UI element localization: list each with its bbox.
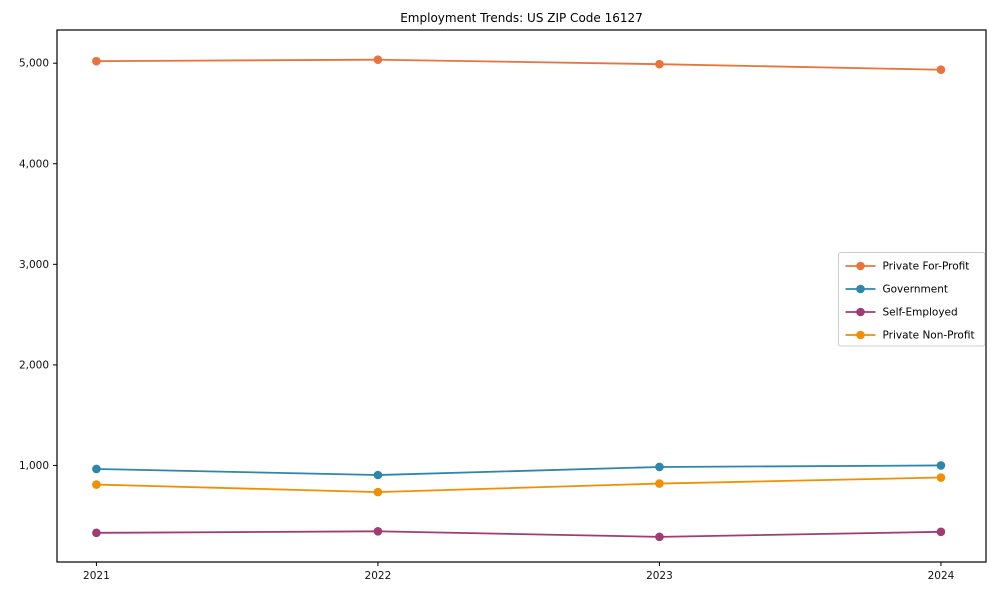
data-point-private-for-profit [373, 55, 383, 64]
series-line-self-employed [96, 530, 941, 538]
series-line-private-non-profit [96, 476, 941, 494]
data-point-self-employed [936, 527, 946, 537]
data-point-government [373, 470, 383, 480]
y-tick-label: 4,000 [19, 158, 49, 170]
y-tick-label: 2,000 [19, 359, 49, 371]
legend-label-private-for-profit: Private For-Profit [883, 261, 970, 273]
data-point-government [936, 461, 946, 470]
legend-marker-self-employed [856, 307, 865, 317]
legend-label-government: Government [883, 284, 948, 296]
x-tick-label: 2024 [928, 570, 955, 582]
data-point-private-for-profit [936, 65, 946, 75]
y-tick-label: 5,000 [19, 58, 49, 70]
data-point-private-for-profit [655, 59, 664, 69]
data-point-self-employed [92, 528, 101, 538]
data-point-government [655, 462, 664, 472]
x-tick-label: 2022 [365, 570, 392, 582]
data-point-private-for-profit [92, 56, 101, 66]
data-point-private-non-profit [655, 479, 664, 488]
series-line-private-for-profit [96, 58, 941, 71]
chart-title: Employment Trends: US ZIP Code 16127 [400, 11, 643, 25]
y-tick-label: 1,000 [19, 460, 49, 472]
data-point-private-non-profit [936, 473, 946, 482]
data-point-private-non-profit [92, 480, 101, 489]
legend-marker-government [856, 284, 865, 294]
legend-label-self-employed: Self-Employed [883, 307, 958, 319]
plot-border [56, 29, 987, 563]
data-point-self-employed [373, 527, 383, 536]
legend-marker-private-for-profit [856, 261, 865, 271]
legend-marker-private-non-profit [856, 330, 865, 340]
series-line-government [96, 464, 941, 476]
x-tick-label: 2023 [646, 570, 673, 582]
data-point-self-employed [655, 532, 664, 542]
legend-box [838, 252, 986, 347]
x-tick-label: 2021 [83, 570, 110, 582]
legend-label-private-non-profit: Private Non-Profit [883, 330, 975, 342]
y-tick-label: 3,000 [19, 259, 49, 271]
data-point-government [92, 464, 101, 474]
data-point-private-non-profit [373, 487, 383, 497]
